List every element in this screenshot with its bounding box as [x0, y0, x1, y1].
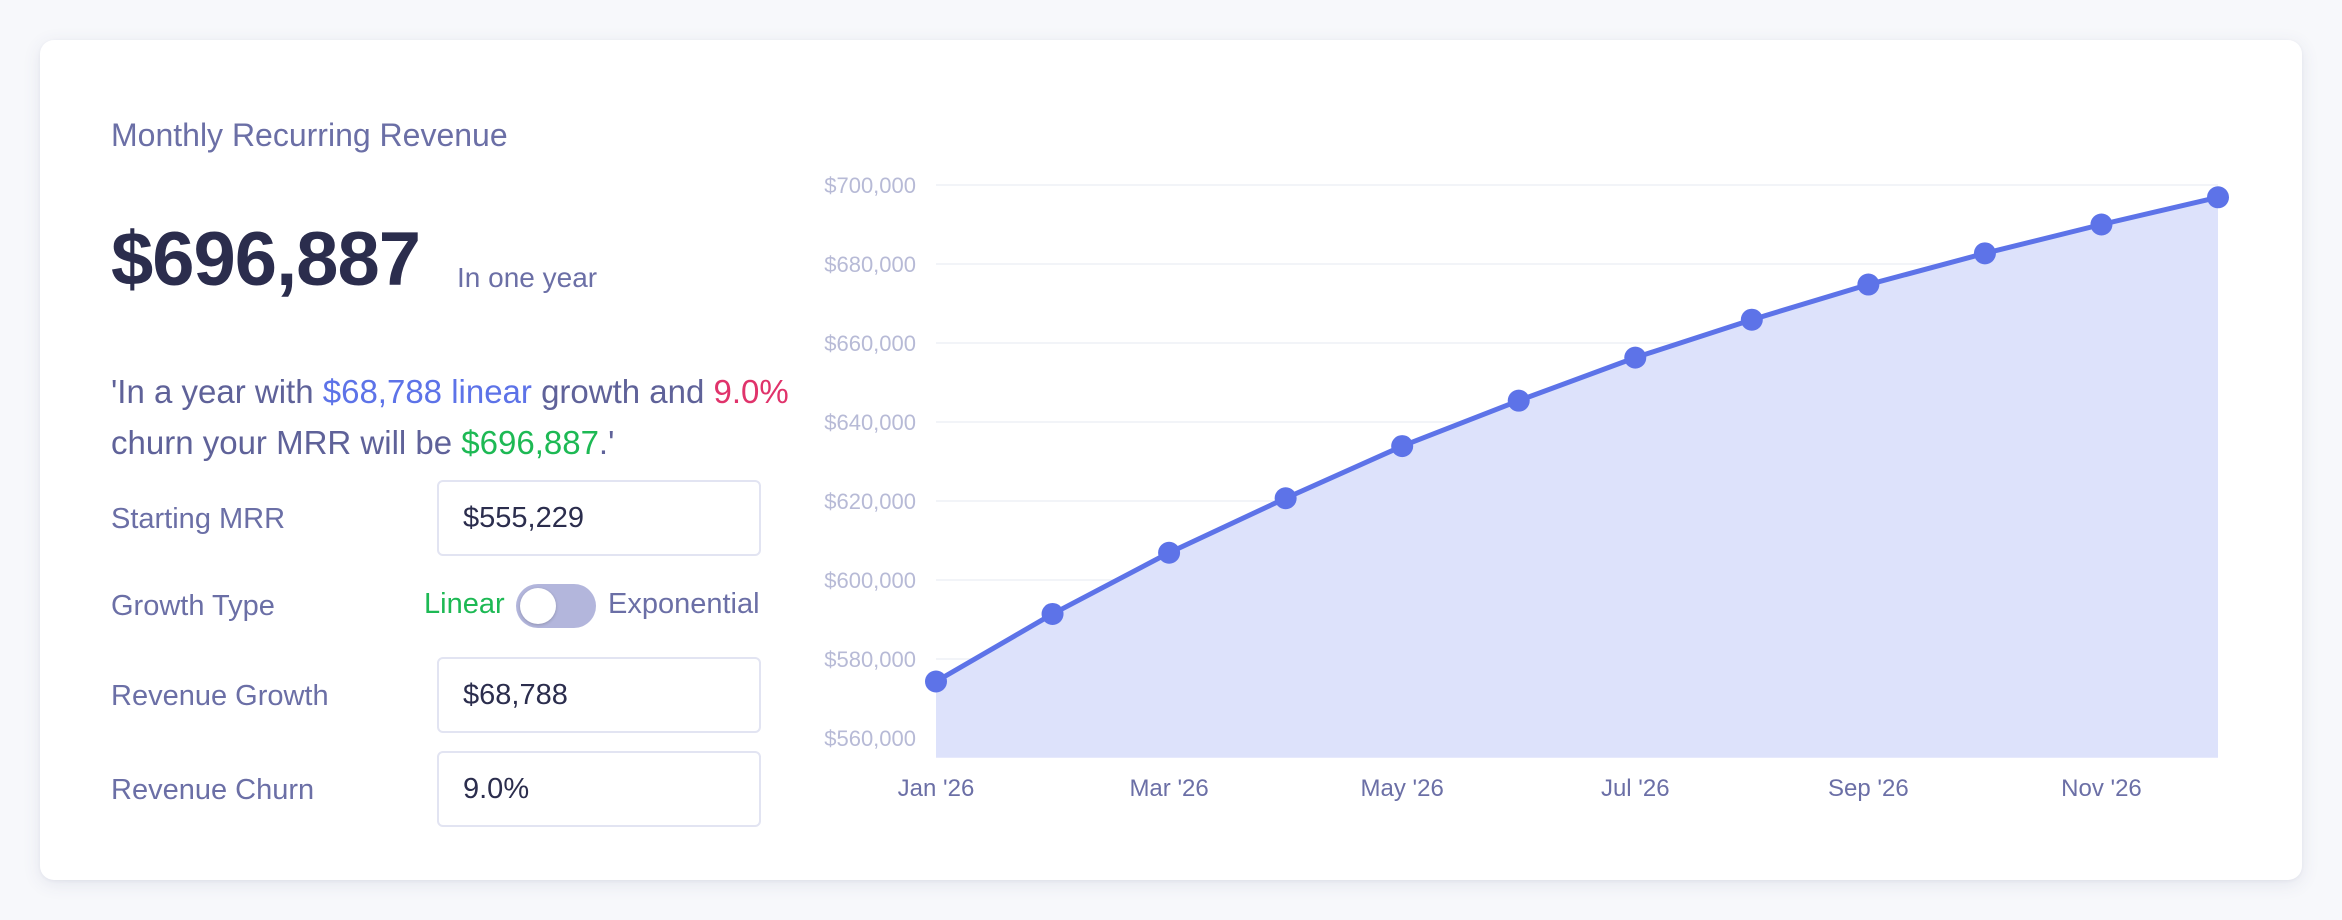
growth-type-toggle[interactable]	[516, 584, 596, 628]
data-point	[1158, 541, 1181, 564]
y-tick-label: $580,000	[824, 647, 916, 672]
growth-type-exponential-label: Exponential	[608, 588, 760, 620]
x-tick-label: Mar '26	[1129, 775, 1208, 802]
revenue-churn-label: Revenue Churn	[111, 774, 315, 806]
data-point	[1973, 242, 1996, 265]
y-tick-label: $700,000	[824, 173, 916, 198]
data-point	[1041, 602, 1064, 625]
data-point	[1391, 435, 1414, 458]
revenue-churn-input[interactable]: 9.0%	[437, 751, 761, 827]
summary-result-highlight: $696,887	[461, 424, 599, 461]
data-point	[925, 670, 947, 693]
growth-type-linear-label: Linear	[424, 588, 505, 620]
summary-text-2: growth and	[531, 373, 714, 410]
summary-sentence: 'In a year with $68,788 linear growth an…	[111, 366, 791, 468]
card-title: Monthly Recurring Revenue	[111, 117, 508, 153]
x-tick-label: Jul '26	[1601, 775, 1670, 802]
summary-text-4: .'	[598, 424, 615, 461]
y-tick-label: $560,000	[824, 726, 916, 751]
summary-text-1: 'In a year with	[111, 373, 323, 410]
revenue-growth-label: Revenue Growth	[111, 680, 329, 712]
mrr-chart: $560,000 $580,000 $600,000 $620,000 $640,000…	[824, 173, 2229, 802]
series-line	[934, 194, 2219, 684]
y-tick-label: $600,000	[824, 568, 916, 593]
headline-caption: In one year	[457, 262, 598, 293]
y-tick-label: $660,000	[824, 331, 916, 356]
x-tick-label: Sep '26	[1828, 775, 1909, 802]
data-point	[2207, 186, 2229, 209]
data-point	[2090, 213, 2113, 236]
area-fill	[936, 197, 2218, 758]
x-tick-label: May '26	[1361, 775, 1444, 802]
headline-value: $696,887	[111, 217, 421, 302]
x-tick-label: Jan '26	[898, 775, 975, 802]
data-point	[1740, 308, 1763, 331]
data-point	[1507, 389, 1530, 412]
summary-growth-highlight: $68,788 linear	[322, 373, 532, 410]
summary-churn-highlight: 9.0%	[713, 373, 789, 410]
data-point	[1624, 346, 1647, 369]
y-tick-label: $640,000	[824, 410, 916, 435]
data-point	[1274, 487, 1297, 510]
x-tick-label: Nov '26	[2061, 775, 2142, 802]
mrr-card: Monthly Recurring Revenue $696,887 In on…	[40, 40, 2302, 880]
summary-text-3: churn your MRR will be	[111, 424, 462, 461]
toggle-knob	[520, 588, 556, 624]
revenue-growth-input[interactable]: $68,788	[437, 657, 761, 733]
growth-type-label: Growth Type	[111, 590, 275, 622]
starting-mrr-input[interactable]: $555,229	[437, 480, 761, 556]
data-point	[1857, 273, 1880, 296]
y-tick-label: $680,000	[824, 252, 916, 277]
y-tick-label: $620,000	[824, 489, 916, 514]
starting-mrr-label: Starting MRR	[111, 503, 286, 535]
